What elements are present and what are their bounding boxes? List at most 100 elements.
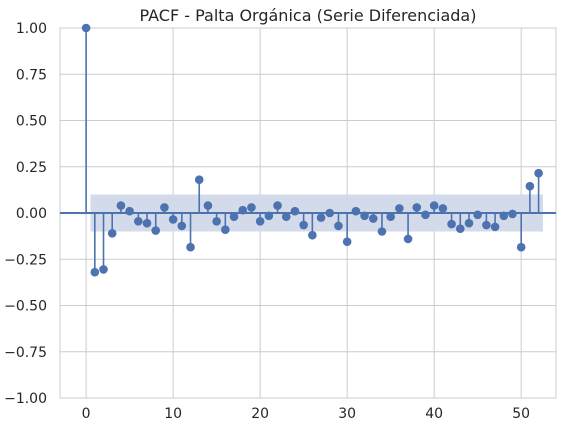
stem-lag-10	[168, 213, 178, 224]
y-tick-label: 0.25	[16, 160, 47, 176]
stem-lag-0	[81, 23, 91, 213]
stem-lag-5	[125, 206, 134, 216]
y-tick-label: 0.00	[16, 206, 47, 222]
y-tick-label: −0.50	[4, 299, 47, 315]
stem-marker	[177, 221, 187, 231]
stem-marker	[229, 212, 239, 221]
stem-lag-41	[438, 204, 448, 213]
y-tick-label: −0.75	[4, 345, 47, 361]
stem-lag-20	[255, 213, 265, 226]
stem-marker	[421, 210, 430, 220]
stem-marker	[255, 217, 265, 226]
stem-marker	[212, 217, 221, 226]
stem-lag-32	[360, 211, 369, 221]
stem-lag-30	[342, 213, 352, 246]
stem-lag-2	[99, 213, 108, 274]
stem-lag-8	[151, 213, 161, 235]
stem-marker	[473, 210, 482, 220]
stem-lag-18	[238, 205, 248, 215]
stem-marker	[186, 242, 195, 252]
stem-marker	[316, 213, 326, 222]
stem-lag-24	[290, 206, 300, 216]
x-tick-labels: 0 10 20 30 40 50	[82, 406, 530, 422]
stem-lag-16	[221, 213, 230, 234]
stem-lag-26	[308, 213, 317, 240]
stem-marker	[447, 219, 456, 229]
stem-lag-15	[212, 213, 221, 226]
stem-marker	[325, 208, 335, 218]
stem-lag-22	[273, 201, 282, 213]
stem-marker	[395, 204, 404, 213]
stem-lag-12	[186, 213, 195, 252]
stem-marker	[107, 229, 117, 238]
stem-marker	[203, 201, 213, 210]
stem-marker	[90, 267, 100, 277]
stem-marker	[151, 226, 161, 235]
stem-marker	[490, 222, 500, 232]
stem-lag-37	[403, 213, 413, 244]
stem-marker	[508, 209, 517, 219]
stem-marker	[386, 212, 395, 221]
y-tick-labels: 1.00 0.75 0.50 0.25 0.00 −0.25 −0.50 −0.75 −1.00	[4, 21, 47, 407]
stem-marker	[360, 211, 369, 221]
stem-lag-34	[377, 213, 387, 236]
stem-lag-21	[264, 211, 274, 221]
y-tick-label: 0.50	[16, 114, 47, 130]
stem-lag-33	[368, 213, 378, 223]
stem-marker	[334, 221, 343, 231]
stem-lag-42	[447, 213, 456, 229]
stem-marker	[134, 217, 143, 226]
x-tick-label: 40	[425, 406, 443, 422]
stem-marker	[455, 224, 465, 234]
stem-lag-36	[395, 204, 404, 213]
stem-lag-38	[412, 203, 422, 213]
stem-lag-40	[429, 201, 439, 213]
x-tick-label: 50	[512, 406, 530, 422]
stem-marker	[368, 214, 378, 223]
stem-marker	[412, 203, 422, 212]
stem-marker	[299, 220, 308, 230]
stem-marker	[125, 206, 134, 216]
stem-marker	[499, 211, 509, 221]
stem-lag-6	[134, 213, 143, 226]
stem-marker	[221, 225, 230, 234]
stem-lag-9	[160, 203, 169, 213]
y-tick-label: −0.25	[4, 252, 47, 268]
stem-marker	[438, 204, 448, 213]
x-tick-label: 20	[251, 406, 269, 422]
stem-marker	[482, 220, 491, 230]
stem-lag-51	[525, 181, 535, 213]
stem-layer	[81, 23, 543, 277]
stem-lag-46	[482, 213, 491, 230]
stem-marker	[81, 23, 91, 33]
stem-lag-25	[299, 213, 308, 230]
stem-lag-44	[464, 213, 474, 228]
stem-lag-49	[508, 209, 517, 219]
stem-lag-35	[386, 212, 395, 221]
stem-marker	[516, 242, 526, 252]
stem-marker	[247, 203, 256, 212]
chart-title: PACF - Palta Orgánica (Serie Diferenciad…	[140, 6, 477, 25]
stem-lag-45	[473, 210, 482, 220]
stem-lag-3	[107, 213, 117, 238]
stem-lag-14	[203, 201, 213, 213]
x-tick-label: 0	[82, 406, 91, 422]
stem-lag-11	[177, 213, 187, 231]
stem-marker	[238, 205, 248, 215]
stem-lag-27	[316, 213, 326, 222]
stem-marker	[281, 212, 291, 221]
stem-marker	[464, 218, 474, 228]
stem-marker	[264, 211, 274, 221]
stem-marker	[273, 201, 282, 210]
stem-lag-29	[334, 213, 343, 231]
stem-marker	[168, 215, 178, 224]
stem-lag-23	[281, 212, 291, 221]
stem-lag-1	[90, 213, 100, 277]
y-tick-label: −1.00	[4, 391, 47, 407]
stem-marker	[342, 237, 352, 246]
stem-marker	[403, 234, 413, 244]
stem-lag-47	[490, 213, 500, 232]
stem-marker	[308, 230, 317, 240]
y-tick-label: 0.75	[16, 67, 47, 83]
